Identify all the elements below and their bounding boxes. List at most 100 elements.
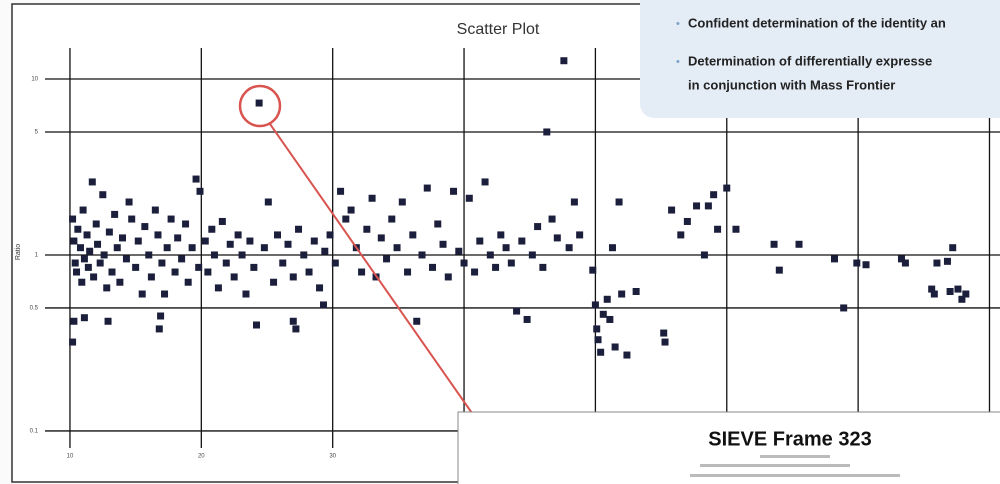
overlay: • Confident determination of the identit… <box>238 0 1000 484</box>
point <box>182 220 190 228</box>
point <box>195 263 203 271</box>
point <box>90 273 98 281</box>
point <box>174 234 182 242</box>
point <box>279 259 287 267</box>
point <box>119 234 127 242</box>
point <box>69 338 77 346</box>
point <box>597 348 605 356</box>
point <box>104 317 112 325</box>
point <box>618 290 626 298</box>
point <box>321 247 329 255</box>
point <box>167 215 175 223</box>
point <box>507 259 515 267</box>
point <box>184 278 192 286</box>
point <box>608 244 616 252</box>
y-tick-label: 0.5 <box>30 306 39 312</box>
y-axis-label: Ratio <box>15 244 22 260</box>
point <box>326 231 334 239</box>
point <box>80 314 88 322</box>
point <box>548 215 556 223</box>
point <box>138 290 146 298</box>
x-tick-label: 30 <box>329 454 336 460</box>
point <box>393 244 401 252</box>
point <box>693 202 701 210</box>
point <box>901 259 909 267</box>
point <box>476 237 484 245</box>
point <box>264 198 272 206</box>
point <box>70 237 78 245</box>
point <box>553 234 561 242</box>
point <box>274 231 282 239</box>
point <box>661 338 669 346</box>
point <box>158 259 166 267</box>
point <box>723 184 731 192</box>
point <box>76 244 84 252</box>
callout-box <box>640 0 1000 118</box>
point <box>958 295 966 303</box>
point <box>363 225 371 233</box>
point <box>226 240 234 248</box>
point <box>84 263 92 271</box>
point <box>230 273 238 281</box>
point <box>486 251 494 259</box>
point <box>603 295 611 303</box>
point <box>128 215 136 223</box>
point <box>260 244 268 252</box>
point <box>492 263 500 271</box>
point <box>599 310 607 318</box>
highlight-circle <box>238 84 282 128</box>
point <box>305 268 313 276</box>
point <box>853 259 861 267</box>
point <box>570 198 578 206</box>
point <box>204 268 212 276</box>
point <box>108 268 116 276</box>
point <box>295 225 303 233</box>
inset-line <box>760 455 830 458</box>
point <box>429 263 437 271</box>
point <box>111 210 119 218</box>
point <box>242 290 250 298</box>
point <box>292 325 300 333</box>
point <box>615 198 623 206</box>
x-tick-label: 10 <box>67 454 74 460</box>
point <box>145 251 153 259</box>
point <box>732 225 740 233</box>
point <box>208 225 216 233</box>
point <box>439 240 447 248</box>
point <box>171 268 179 276</box>
point <box>377 234 385 242</box>
point <box>78 278 86 286</box>
point <box>528 251 536 259</box>
point <box>481 178 489 186</box>
point <box>954 285 962 293</box>
point <box>593 325 601 333</box>
point <box>589 266 597 274</box>
point <box>539 263 547 271</box>
point <box>660 329 668 337</box>
point <box>668 206 676 214</box>
point <box>155 325 163 333</box>
inset-line <box>690 474 900 477</box>
point <box>105 228 113 236</box>
point <box>116 278 124 286</box>
point <box>594 336 602 344</box>
point <box>576 231 584 239</box>
point <box>88 178 96 186</box>
point <box>543 128 551 136</box>
point <box>154 231 162 239</box>
point <box>383 255 391 263</box>
point <box>289 317 297 325</box>
point <box>289 273 297 281</box>
point <box>358 268 366 276</box>
point <box>560 57 568 65</box>
point <box>270 278 278 286</box>
point <box>132 263 140 271</box>
point <box>534 223 542 231</box>
point <box>210 251 218 259</box>
point <box>83 231 91 239</box>
point <box>409 231 417 239</box>
point <box>122 255 130 263</box>
point <box>331 259 339 267</box>
point <box>337 187 345 195</box>
point <box>450 187 458 195</box>
